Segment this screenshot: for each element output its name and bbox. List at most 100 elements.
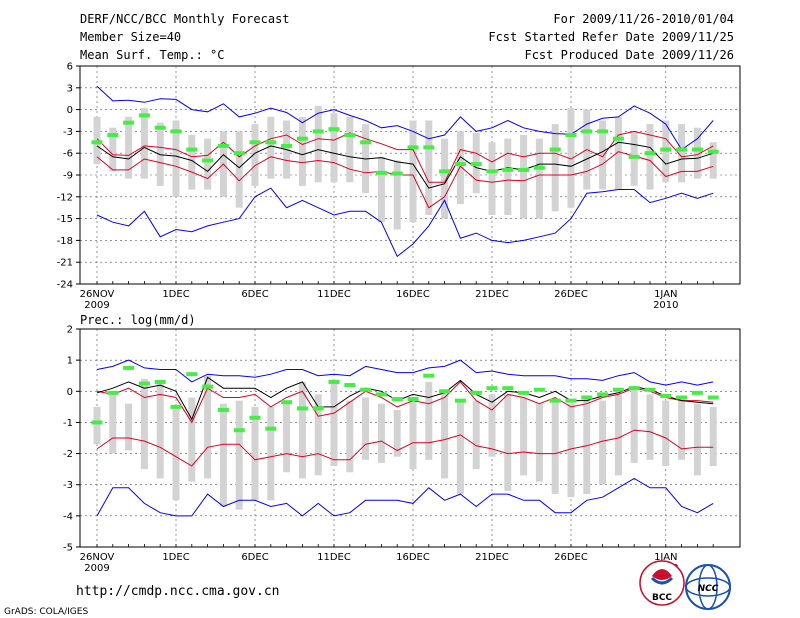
prec-spread-box bbox=[488, 394, 496, 457]
prec-xtick-year: 2009 bbox=[84, 563, 109, 574]
prec-median-mark bbox=[454, 398, 466, 403]
temp-xtick-label: 1DEC bbox=[162, 289, 189, 300]
prec-spread-box bbox=[535, 403, 543, 482]
temp-median-mark bbox=[486, 169, 498, 174]
temp-ytick-label: -12 bbox=[57, 192, 73, 203]
prec-spread-box bbox=[409, 397, 417, 470]
ncc-logo-text: NCC bbox=[698, 584, 719, 594]
temp-median-mark bbox=[391, 171, 403, 176]
prec-spread-box bbox=[393, 409, 401, 457]
prec-median-mark bbox=[375, 392, 387, 397]
prec-median-mark bbox=[612, 387, 624, 392]
temp-spread-box bbox=[172, 120, 180, 197]
prec-ytick-label: 2 bbox=[67, 325, 73, 336]
prec-median-mark bbox=[217, 407, 229, 412]
prec-spread-box bbox=[172, 406, 180, 501]
temp-spread-box bbox=[646, 124, 654, 190]
temp-spread-box bbox=[346, 116, 354, 183]
temp-xtick-label: 26NOV bbox=[80, 289, 115, 300]
prec-spread-box bbox=[251, 406, 259, 501]
temp-median-mark bbox=[265, 140, 277, 145]
prec-spread-box bbox=[520, 397, 528, 476]
temp-median-mark bbox=[328, 127, 340, 132]
bcc-logo: BCC bbox=[639, 560, 685, 606]
prec-ytick-label: -1 bbox=[63, 418, 73, 429]
prec-median-mark bbox=[91, 420, 103, 425]
prec-median-mark bbox=[249, 415, 261, 420]
temp-spread-box bbox=[425, 120, 433, 215]
temp-spread-box bbox=[504, 138, 512, 215]
temp-median-mark bbox=[360, 140, 372, 145]
prec-median-mark bbox=[628, 386, 640, 391]
temp-spread-box bbox=[314, 105, 322, 183]
temp-median-mark bbox=[296, 136, 308, 141]
temp-spread-box bbox=[109, 127, 117, 172]
prec-median-mark bbox=[360, 387, 372, 392]
prec-median-mark bbox=[581, 395, 593, 400]
prec-max-line bbox=[96, 359, 714, 386]
prec-median-mark bbox=[107, 390, 119, 395]
prec-frame bbox=[79, 328, 741, 548]
temp-ytick-label: -21 bbox=[57, 258, 73, 269]
prec-ytick-label: -5 bbox=[63, 543, 73, 554]
temp-median-mark bbox=[281, 143, 293, 148]
prec-median-mark bbox=[186, 372, 198, 377]
temp-ytick-label: -15 bbox=[57, 214, 73, 225]
temp-median-mark bbox=[549, 147, 561, 152]
temp-xtick-label: 11DEC bbox=[317, 289, 351, 300]
temp-spread-box bbox=[377, 156, 385, 223]
prec-ytick-label: -2 bbox=[63, 449, 73, 460]
prec-spread-box bbox=[235, 400, 243, 510]
produced-date: Fcst Produced Date 2009/11/26 bbox=[524, 48, 734, 62]
temp-xtick-label: 16DEC bbox=[396, 289, 430, 300]
refer-date: Fcst Started Refer Date 2009/11/25 bbox=[488, 30, 734, 44]
temp-upper-line bbox=[96, 130, 714, 183]
temp-spread-box bbox=[235, 131, 243, 208]
panel1-variable-label: Mean Surf. Temp.: °C bbox=[80, 48, 225, 62]
prec-median-mark bbox=[296, 406, 308, 411]
temp-median-mark bbox=[502, 167, 514, 172]
temp-median-mark bbox=[691, 147, 703, 152]
temp-spread-box bbox=[298, 116, 306, 186]
prec-upper-line bbox=[96, 381, 714, 424]
prec-median-mark bbox=[676, 395, 688, 400]
temp-spread-box bbox=[693, 127, 701, 179]
temp-median-mark bbox=[518, 167, 530, 172]
prec-spread-box bbox=[156, 381, 164, 479]
source-url[interactable]: http://cmdp.ncc.cma.gov.cn bbox=[76, 584, 280, 599]
prec-min-line bbox=[96, 477, 714, 517]
prec-spread-box bbox=[109, 391, 117, 454]
temp-spread-box bbox=[614, 116, 622, 190]
prec-spread-box bbox=[377, 403, 385, 463]
prec-ytick-label: -4 bbox=[63, 511, 73, 522]
prec-spread-box bbox=[709, 406, 717, 467]
figure-title: DERF/NCC/BCC Monthly Forecast bbox=[80, 12, 290, 26]
temp-min-line bbox=[96, 187, 714, 258]
prec-median-mark bbox=[265, 426, 277, 431]
prec-spread-box bbox=[504, 394, 512, 491]
prec-spread-box bbox=[93, 406, 101, 445]
prec-spread-box bbox=[283, 400, 291, 473]
prec-median-mark bbox=[691, 390, 703, 395]
temp-median-mark bbox=[660, 147, 672, 152]
prec-spread-box bbox=[204, 375, 212, 479]
temp-spread-box bbox=[678, 124, 686, 183]
prec-xtick-label: 21DEC bbox=[475, 552, 509, 563]
prec-spread-box bbox=[678, 397, 686, 460]
temp-median-mark bbox=[597, 129, 609, 134]
prec-median-mark bbox=[154, 379, 166, 384]
prec-median-mark bbox=[502, 386, 514, 391]
temp-median-mark bbox=[91, 140, 103, 145]
temp-spread-box bbox=[567, 108, 575, 208]
prec-spread-box bbox=[188, 397, 196, 482]
temp-spread-box bbox=[520, 135, 528, 219]
temp-mean-line bbox=[96, 141, 714, 189]
temp-spread-box bbox=[188, 135, 196, 190]
prec-spread-box bbox=[298, 381, 306, 479]
temp-spread-box bbox=[709, 142, 717, 179]
bcc-logo-text: BCC bbox=[652, 593, 672, 603]
prec-spread-box bbox=[630, 388, 638, 463]
prec-median-mark bbox=[407, 397, 419, 402]
